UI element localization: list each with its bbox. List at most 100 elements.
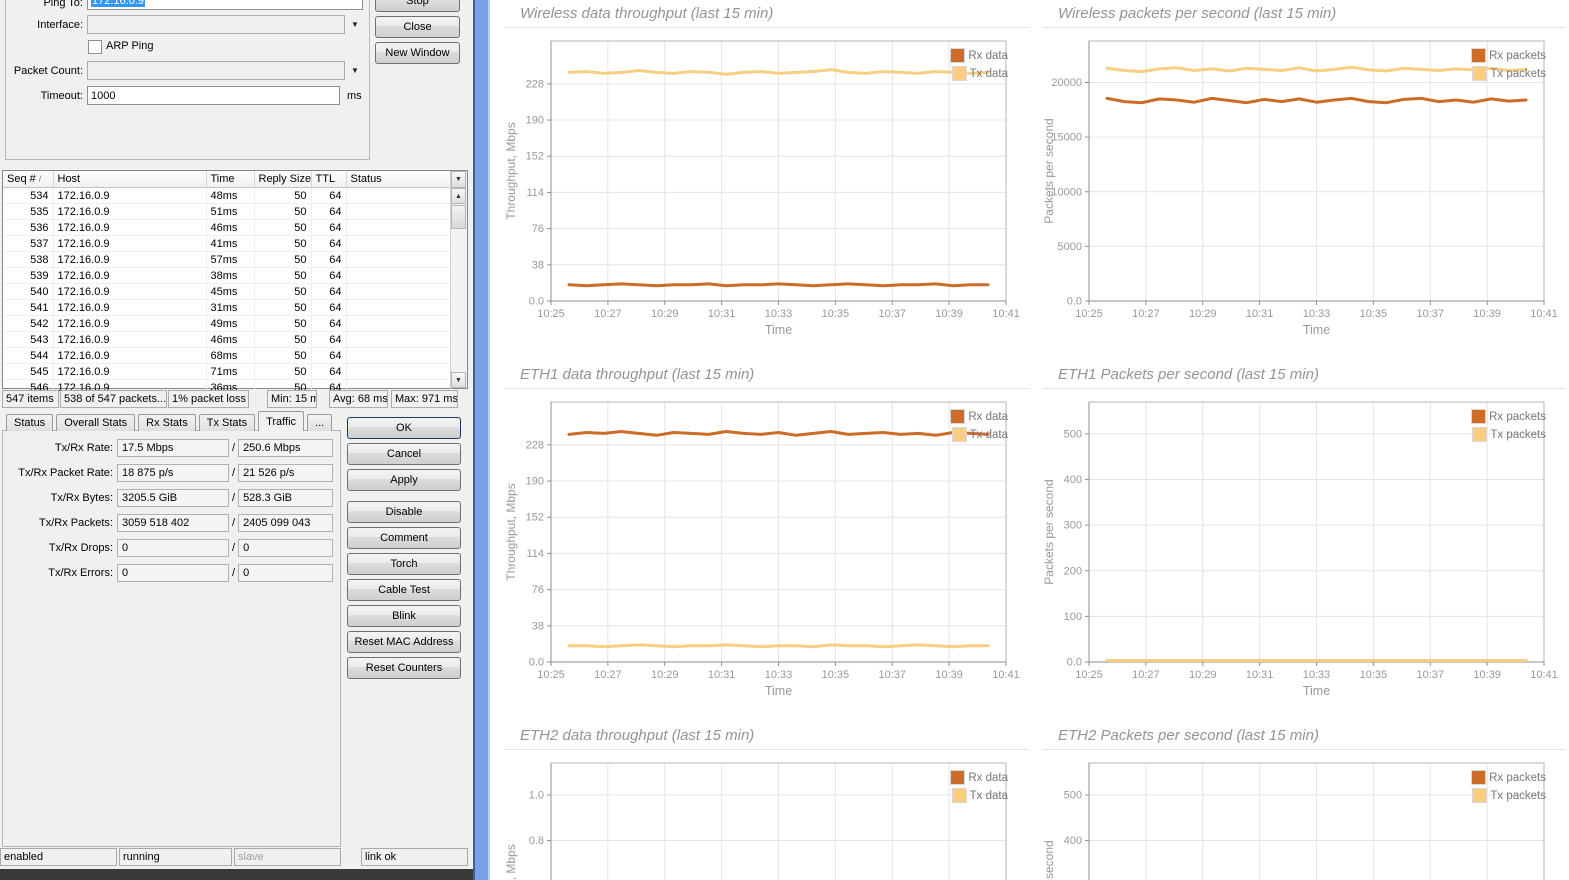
- svg-text:Throughput, Mbps: Throughput, Mbps: [504, 844, 518, 880]
- svg-text:10:25: 10:25: [537, 669, 565, 681]
- packet-count-select[interactable]: [87, 61, 345, 80]
- chart-eth1-packets-per-second-last-15-min: ETH1 Packets per second (last 15 min) 500…: [1040, 361, 1568, 722]
- table-row[interactable]: 536 172.16.0.9 46ms 50 64: [3, 219, 452, 236]
- column-header[interactable]: Status: [346, 171, 452, 188]
- stat-separator: /: [232, 466, 236, 479]
- table-cell: 64: [311, 363, 347, 380]
- svg-text:10:41: 10:41: [1530, 308, 1558, 320]
- tab-rx-stats[interactable]: Rx Stats: [138, 414, 196, 431]
- table-row[interactable]: 541 172.16.0.9 31ms 50 64: [3, 299, 452, 316]
- svg-text:5000: 5000: [1058, 241, 1082, 253]
- ping-to-input[interactable]: 172.16.0.9: [87, 0, 363, 10]
- table-cell: 50: [254, 299, 312, 316]
- stop-button[interactable]: Stop: [375, 0, 460, 12]
- interface-dropdown-icon[interactable]: ▼: [351, 20, 359, 29]
- interface-select[interactable]: [87, 15, 345, 34]
- table-row[interactable]: 544 172.16.0.9 68ms 50 64: [3, 347, 452, 364]
- chart-legend-row: Rx packets: [1471, 409, 1546, 424]
- table-row[interactable]: 534 172.16.0.9 48ms 50 64: [3, 187, 452, 204]
- svg-text:76: 76: [532, 584, 544, 596]
- table-cell: 64: [311, 283, 347, 300]
- column-header[interactable]: Time: [206, 171, 255, 188]
- table-cell: 50: [254, 315, 312, 332]
- stat-separator: /: [232, 541, 236, 554]
- table-cell: 50: [254, 235, 312, 252]
- table-row[interactable]: 539 172.16.0.9 38ms 50 64: [3, 267, 452, 284]
- table-cell: 50: [254, 251, 312, 268]
- svg-text:Time: Time: [1303, 684, 1330, 698]
- legend-swatch-icon: [951, 788, 967, 803]
- ok-button[interactable]: OK: [347, 417, 461, 439]
- scroll-up-icon[interactable]: ▲: [451, 188, 466, 204]
- column-menu-icon[interactable]: ▼: [451, 171, 466, 188]
- chart-eth1-data-throughput-last-15-min: ETH1 data throughput (last 15 min) 228 190…: [502, 361, 1030, 722]
- table-cell: 64: [311, 187, 347, 204]
- packet-count-dropdown-icon[interactable]: ▼: [351, 66, 359, 75]
- scrollbar-thumb[interactable]: [451, 205, 466, 229]
- tab-traffic[interactable]: Traffic: [258, 411, 305, 431]
- new-window-button[interactable]: New Window: [375, 42, 460, 64]
- cable-test-button[interactable]: Cable Test: [347, 579, 461, 601]
- table-row[interactable]: 542 172.16.0.9 49ms 50 64: [3, 315, 452, 332]
- svg-text:10:33: 10:33: [1303, 308, 1331, 320]
- tab-tx-stats[interactable]: Tx Stats: [198, 414, 256, 431]
- svg-text:10:35: 10:35: [1360, 308, 1388, 320]
- svg-text:10:31: 10:31: [1246, 669, 1274, 681]
- arp-ping-checkbox[interactable]: [88, 40, 102, 54]
- column-header[interactable]: Reply Size: [254, 171, 312, 188]
- table-row[interactable]: 537 172.16.0.9 41ms 50 64: [3, 235, 452, 252]
- footer-cell-link-ok: link ok: [361, 848, 468, 866]
- close-button[interactable]: Close: [375, 16, 460, 38]
- table-cell: 172.16.0.9: [53, 251, 207, 268]
- svg-text:Time: Time: [1303, 323, 1330, 337]
- legend-label: Tx data: [969, 67, 1008, 80]
- tab-status[interactable]: Status: [6, 414, 54, 431]
- chart-title: Wireless data throughput (last 15 min): [520, 5, 774, 22]
- table-cell: [346, 251, 452, 268]
- comment-button[interactable]: Comment: [347, 527, 461, 549]
- svg-text:152: 152: [526, 151, 544, 163]
- stat-tx-value: 18 875 p/s: [117, 463, 229, 482]
- title-divider: [504, 27, 1028, 28]
- table-scrollbar[interactable]: ▼ ▲ ▼: [450, 171, 467, 388]
- table-cell: 50: [254, 203, 312, 220]
- column-header[interactable]: Seq # /: [3, 171, 54, 188]
- reset-counters-button[interactable]: Reset Counters: [347, 657, 461, 679]
- column-header[interactable]: TTL: [311, 171, 347, 188]
- legend-swatch-icon: [950, 48, 966, 63]
- table-row[interactable]: 535 172.16.0.9 51ms 50 64: [3, 203, 452, 220]
- table-header-row: Seq # / Host Time Reply Size TTL Status: [3, 171, 452, 188]
- table-row[interactable]: 538 172.16.0.9 57ms 50 64: [3, 251, 452, 268]
- stat-label: Tx/Rx Bytes:: [50, 491, 113, 504]
- svg-text:0.0: 0.0: [529, 657, 544, 669]
- table-row[interactable]: 540 172.16.0.9 45ms 50 64: [3, 283, 452, 300]
- disable-button[interactable]: Disable: [347, 501, 461, 523]
- apply-button[interactable]: Apply: [347, 469, 461, 491]
- summary-cell: Min: 15 ms: [267, 390, 317, 408]
- tab-overall-stats[interactable]: Overall Stats: [56, 414, 136, 431]
- table-row[interactable]: 543 172.16.0.9 46ms 50 64: [3, 331, 452, 348]
- timeout-input[interactable]: 1000: [87, 86, 340, 105]
- table-cell: 64: [311, 267, 347, 284]
- scroll-down-icon[interactable]: ▼: [451, 372, 466, 388]
- svg-text:1.0: 1.0: [529, 789, 544, 801]
- summary-cell: 1% packet loss: [168, 390, 249, 408]
- svg-text:10:25: 10:25: [537, 308, 565, 320]
- table-cell: 45ms: [206, 283, 255, 300]
- table-row[interactable]: 545 172.16.0.9 71ms 50 64: [3, 363, 452, 380]
- column-header[interactable]: Host: [53, 171, 207, 188]
- table-cell: 545: [3, 363, 54, 380]
- torch-button[interactable]: Torch: [347, 553, 461, 575]
- chart-eth2-data-throughput-last-15-min: ETH2 data throughput (last 15 min) 1.0 0.8…: [502, 722, 1030, 880]
- chart-title: ETH1 Packets per second (last 15 min): [1058, 366, 1319, 383]
- reset-mac-address-button[interactable]: Reset MAC Address: [347, 631, 461, 653]
- svg-text:500: 500: [1064, 428, 1082, 440]
- table-cell: [346, 299, 452, 316]
- svg-text:10:33: 10:33: [1303, 669, 1331, 681]
- blink-button[interactable]: Blink: [347, 605, 461, 627]
- tab--[interactable]: ...: [307, 414, 333, 431]
- cancel-button[interactable]: Cancel: [347, 443, 461, 465]
- svg-text:10:29: 10:29: [1189, 308, 1217, 320]
- legend-label: Rx packets: [1489, 771, 1546, 784]
